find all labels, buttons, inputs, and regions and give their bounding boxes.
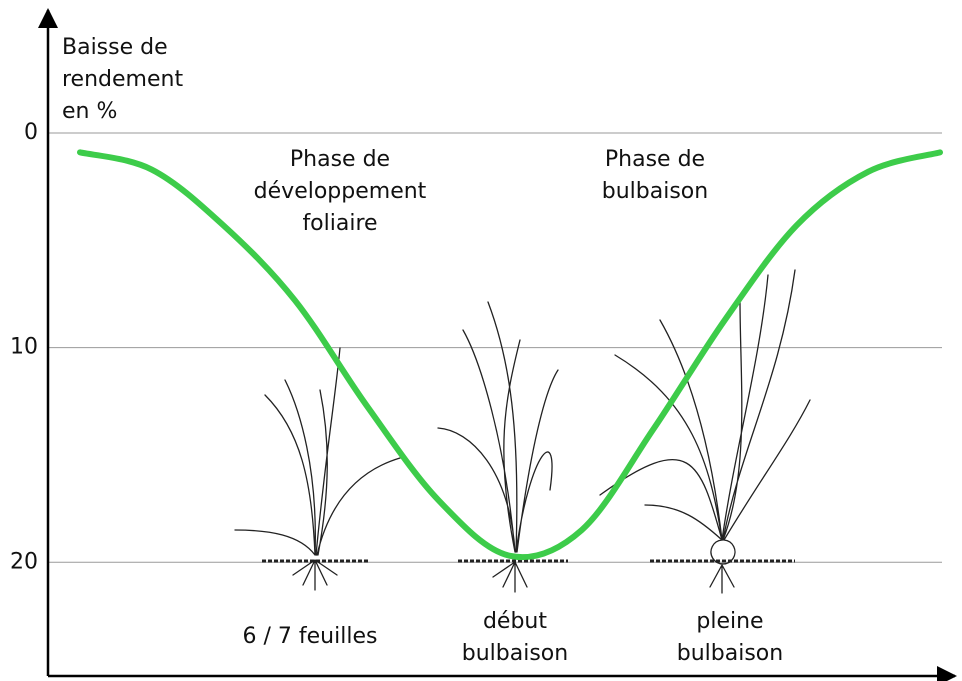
annotation: Phase de — [290, 147, 390, 172]
y-axis-label: rendement — [62, 67, 183, 92]
stage-label: bulbaison — [462, 641, 568, 666]
stage-label: bulbaison — [677, 641, 783, 666]
annotation: foliaire — [302, 211, 377, 236]
plant-drawings — [234, 269, 811, 594]
y-tick-label: 20 — [10, 549, 38, 574]
annotation: développement — [254, 179, 427, 204]
curve — [77, 149, 943, 561]
y-axis-label: Baisse de — [62, 35, 168, 60]
stage-label: 6 / 7 feuilles — [243, 624, 378, 649]
y-tick-label: 10 — [10, 335, 38, 360]
annotation: bulbaison — [602, 179, 708, 204]
y-axis-label: en % — [62, 99, 117, 124]
stage-label: pleine — [696, 609, 763, 634]
stage-label: début — [483, 609, 547, 634]
y-tick-label: 0 — [24, 120, 38, 145]
annotation: Phase de — [605, 147, 705, 172]
